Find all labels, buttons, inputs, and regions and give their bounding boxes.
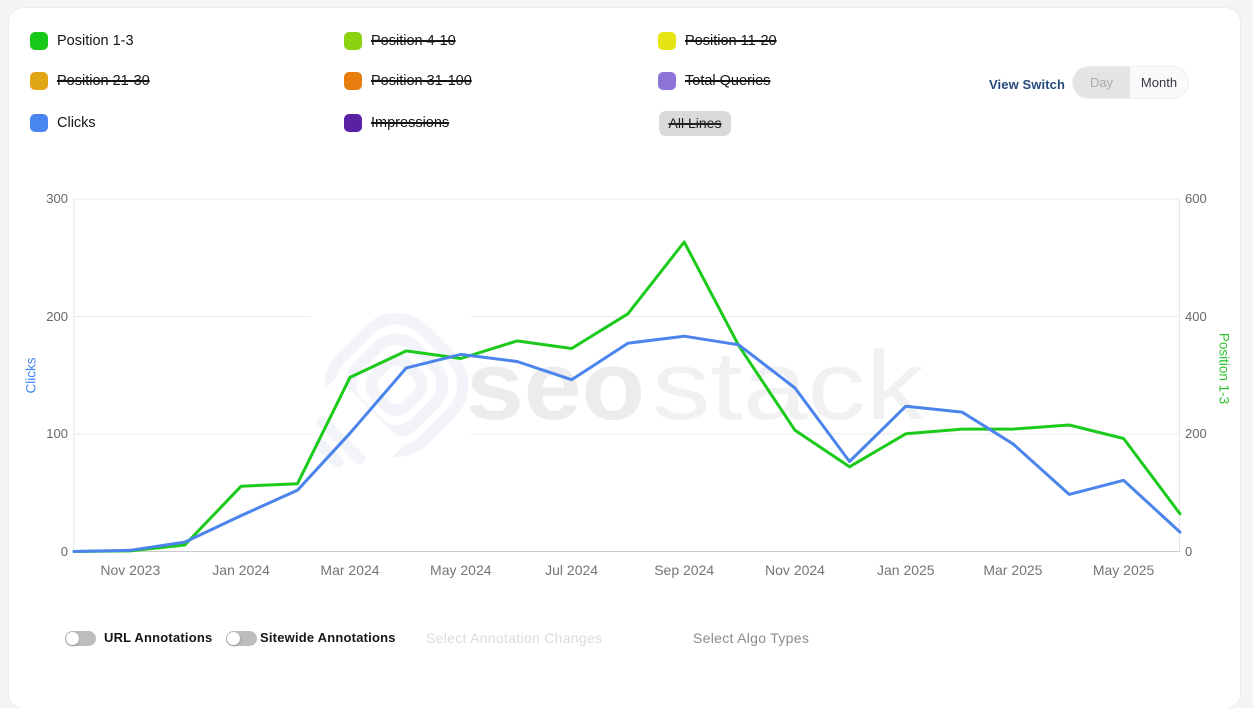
svg-text:stack: stack	[652, 331, 925, 440]
svg-text:seo: seo	[466, 331, 645, 440]
